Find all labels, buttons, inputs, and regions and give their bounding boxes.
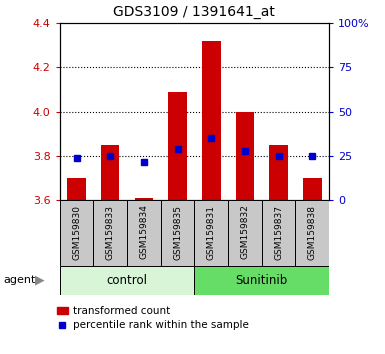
Bar — [168, 92, 187, 200]
Title: GDS3109 / 1391641_at: GDS3109 / 1391641_at — [114, 5, 275, 19]
Text: control: control — [107, 274, 147, 286]
Text: GSM159837: GSM159837 — [274, 205, 283, 259]
Text: GSM159833: GSM159833 — [106, 205, 115, 259]
Bar — [101, 145, 119, 200]
Bar — [296, 200, 329, 266]
Text: GSM159835: GSM159835 — [173, 205, 182, 259]
Bar — [202, 41, 221, 200]
Bar — [127, 200, 161, 266]
Bar — [303, 178, 321, 200]
Bar — [60, 266, 194, 295]
Text: GSM159832: GSM159832 — [241, 205, 249, 259]
Bar — [228, 200, 262, 266]
Bar — [161, 200, 194, 266]
Bar — [67, 178, 86, 200]
Bar — [194, 266, 329, 295]
Text: ▶: ▶ — [35, 274, 45, 286]
Text: agent: agent — [4, 275, 36, 285]
Text: GSM159838: GSM159838 — [308, 205, 317, 259]
Text: GSM159831: GSM159831 — [207, 205, 216, 259]
Bar — [93, 200, 127, 266]
Legend: transformed count, percentile rank within the sample: transformed count, percentile rank withi… — [57, 306, 249, 330]
Bar — [194, 200, 228, 266]
Bar — [270, 145, 288, 200]
Bar — [236, 112, 254, 200]
Text: GSM159834: GSM159834 — [139, 205, 148, 259]
Bar — [60, 200, 93, 266]
Text: GSM159830: GSM159830 — [72, 205, 81, 259]
Bar — [135, 198, 153, 200]
Bar — [262, 200, 296, 266]
Text: Sunitinib: Sunitinib — [236, 274, 288, 286]
